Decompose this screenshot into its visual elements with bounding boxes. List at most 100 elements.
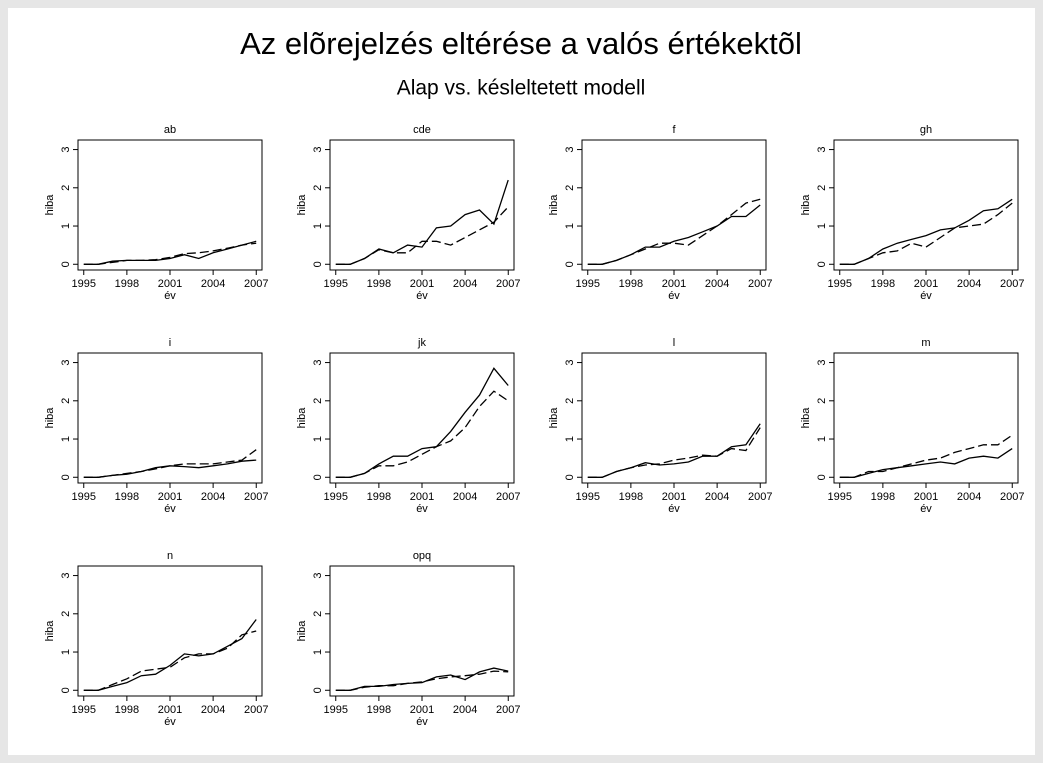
x-axis-label: év xyxy=(164,716,176,728)
y-tick-label: 3 xyxy=(564,359,576,365)
y-tick-label: 2 xyxy=(60,398,72,404)
y-tick-label: 3 xyxy=(60,572,72,578)
x-tick-label: 2004 xyxy=(705,278,729,290)
x-tick-label: 1998 xyxy=(115,491,139,503)
x-tick-label: 2007 xyxy=(748,491,772,503)
x-tick-label: 1998 xyxy=(871,278,895,290)
x-tick-label: 2004 xyxy=(453,491,477,503)
x-tick-label: 2007 xyxy=(244,491,268,503)
y-tick-label: 3 xyxy=(816,359,828,365)
panel-title: gh xyxy=(920,124,932,136)
x-tick-label: 1995 xyxy=(72,491,96,503)
x-tick-label: 1998 xyxy=(871,491,895,503)
x-tick-label: 2004 xyxy=(957,491,981,503)
x-axis-label: év xyxy=(416,503,428,515)
y-tick-label: 3 xyxy=(60,146,72,152)
y-tick-label: 3 xyxy=(312,146,324,152)
y-tick-label: 0 xyxy=(312,687,324,693)
x-tick-label: 2001 xyxy=(410,704,434,716)
x-tick-label: 1995 xyxy=(324,278,348,290)
x-tick-label: 2001 xyxy=(410,491,434,503)
y-tick-label: 2 xyxy=(312,185,324,191)
x-tick-label: 2004 xyxy=(957,278,981,290)
x-tick-label: 2001 xyxy=(158,278,182,290)
y-axis-label: hiba xyxy=(800,194,812,216)
y-axis-label: hiba xyxy=(296,407,308,429)
y-axis-label: hiba xyxy=(44,407,56,429)
y-axis-label: hiba xyxy=(296,620,308,642)
y-tick-label: 1 xyxy=(564,223,576,229)
graph-region xyxy=(8,8,1035,755)
x-tick-label: 1995 xyxy=(576,278,600,290)
panel-title: cde xyxy=(413,124,431,136)
x-axis-label: év xyxy=(416,290,428,302)
x-axis-label: év xyxy=(164,290,176,302)
x-tick-label: 1995 xyxy=(72,278,96,290)
x-tick-label: 2004 xyxy=(201,278,225,290)
x-tick-label: 2001 xyxy=(158,491,182,503)
y-tick-label: 1 xyxy=(816,436,828,442)
x-axis-label: év xyxy=(668,290,680,302)
y-tick-label: 2 xyxy=(816,185,828,191)
series-line xyxy=(335,390,509,478)
y-tick-label: 1 xyxy=(312,649,324,655)
x-tick-label: 1995 xyxy=(576,491,600,503)
series-line xyxy=(839,448,1013,478)
y-tick-label: 0 xyxy=(816,474,828,480)
series-line xyxy=(335,670,509,691)
x-tick-label: 1998 xyxy=(367,278,391,290)
x-axis-label: év xyxy=(920,503,932,515)
x-tick-label: 2004 xyxy=(453,278,477,290)
x-axis-label: év xyxy=(668,503,680,515)
series-line xyxy=(83,630,257,691)
panel-title: jk xyxy=(417,337,426,349)
main-title: Az elõrejelzés eltérése a valós értékekt… xyxy=(240,26,802,61)
panel-title: ab xyxy=(164,124,176,136)
y-tick-label: 3 xyxy=(60,359,72,365)
y-tick-label: 2 xyxy=(564,398,576,404)
y-tick-label: 2 xyxy=(816,398,828,404)
panel-title: n xyxy=(167,550,173,562)
y-tick-label: 3 xyxy=(564,146,576,152)
x-axis-label: év xyxy=(416,716,428,728)
x-tick-label: 2007 xyxy=(496,704,520,716)
series-line xyxy=(83,242,257,265)
x-tick-label: 1995 xyxy=(828,278,852,290)
x-tick-label: 1995 xyxy=(324,491,348,503)
y-tick-label: 1 xyxy=(816,223,828,229)
y-tick-label: 0 xyxy=(60,474,72,480)
x-tick-label: 1998 xyxy=(367,704,391,716)
x-tick-label: 2004 xyxy=(453,704,477,716)
y-axis-label: hiba xyxy=(296,194,308,216)
y-tick-label: 2 xyxy=(312,611,324,617)
panel-title: l xyxy=(673,337,675,349)
x-tick-label: 1995 xyxy=(828,491,852,503)
series-line xyxy=(83,619,257,691)
series-line xyxy=(587,198,761,265)
x-tick-label: 1998 xyxy=(115,278,139,290)
x-tick-label: 1995 xyxy=(72,704,96,716)
x-tick-label: 2001 xyxy=(410,278,434,290)
series-line xyxy=(587,427,761,478)
panel-title: opq xyxy=(413,550,431,562)
x-tick-label: 2001 xyxy=(662,491,686,503)
panel-title: m xyxy=(921,337,930,349)
x-tick-label: 2004 xyxy=(201,491,225,503)
y-axis-label: hiba xyxy=(44,194,56,216)
y-tick-label: 1 xyxy=(60,223,72,229)
x-tick-label: 1998 xyxy=(619,278,643,290)
x-tick-label: 2007 xyxy=(748,278,772,290)
y-tick-label: 0 xyxy=(816,261,828,267)
x-tick-label: 1998 xyxy=(115,704,139,716)
x-axis-label: év xyxy=(920,290,932,302)
y-axis-label: hiba xyxy=(800,407,812,429)
y-tick-label: 1 xyxy=(312,223,324,229)
x-tick-label: 2001 xyxy=(662,278,686,290)
series-line xyxy=(83,240,257,265)
x-axis-label: év xyxy=(164,503,176,515)
y-tick-label: 0 xyxy=(60,687,72,693)
y-tick-label: 1 xyxy=(312,436,324,442)
y-tick-label: 2 xyxy=(60,185,72,191)
x-tick-label: 2007 xyxy=(1000,491,1024,503)
panel-title: i xyxy=(169,337,171,349)
